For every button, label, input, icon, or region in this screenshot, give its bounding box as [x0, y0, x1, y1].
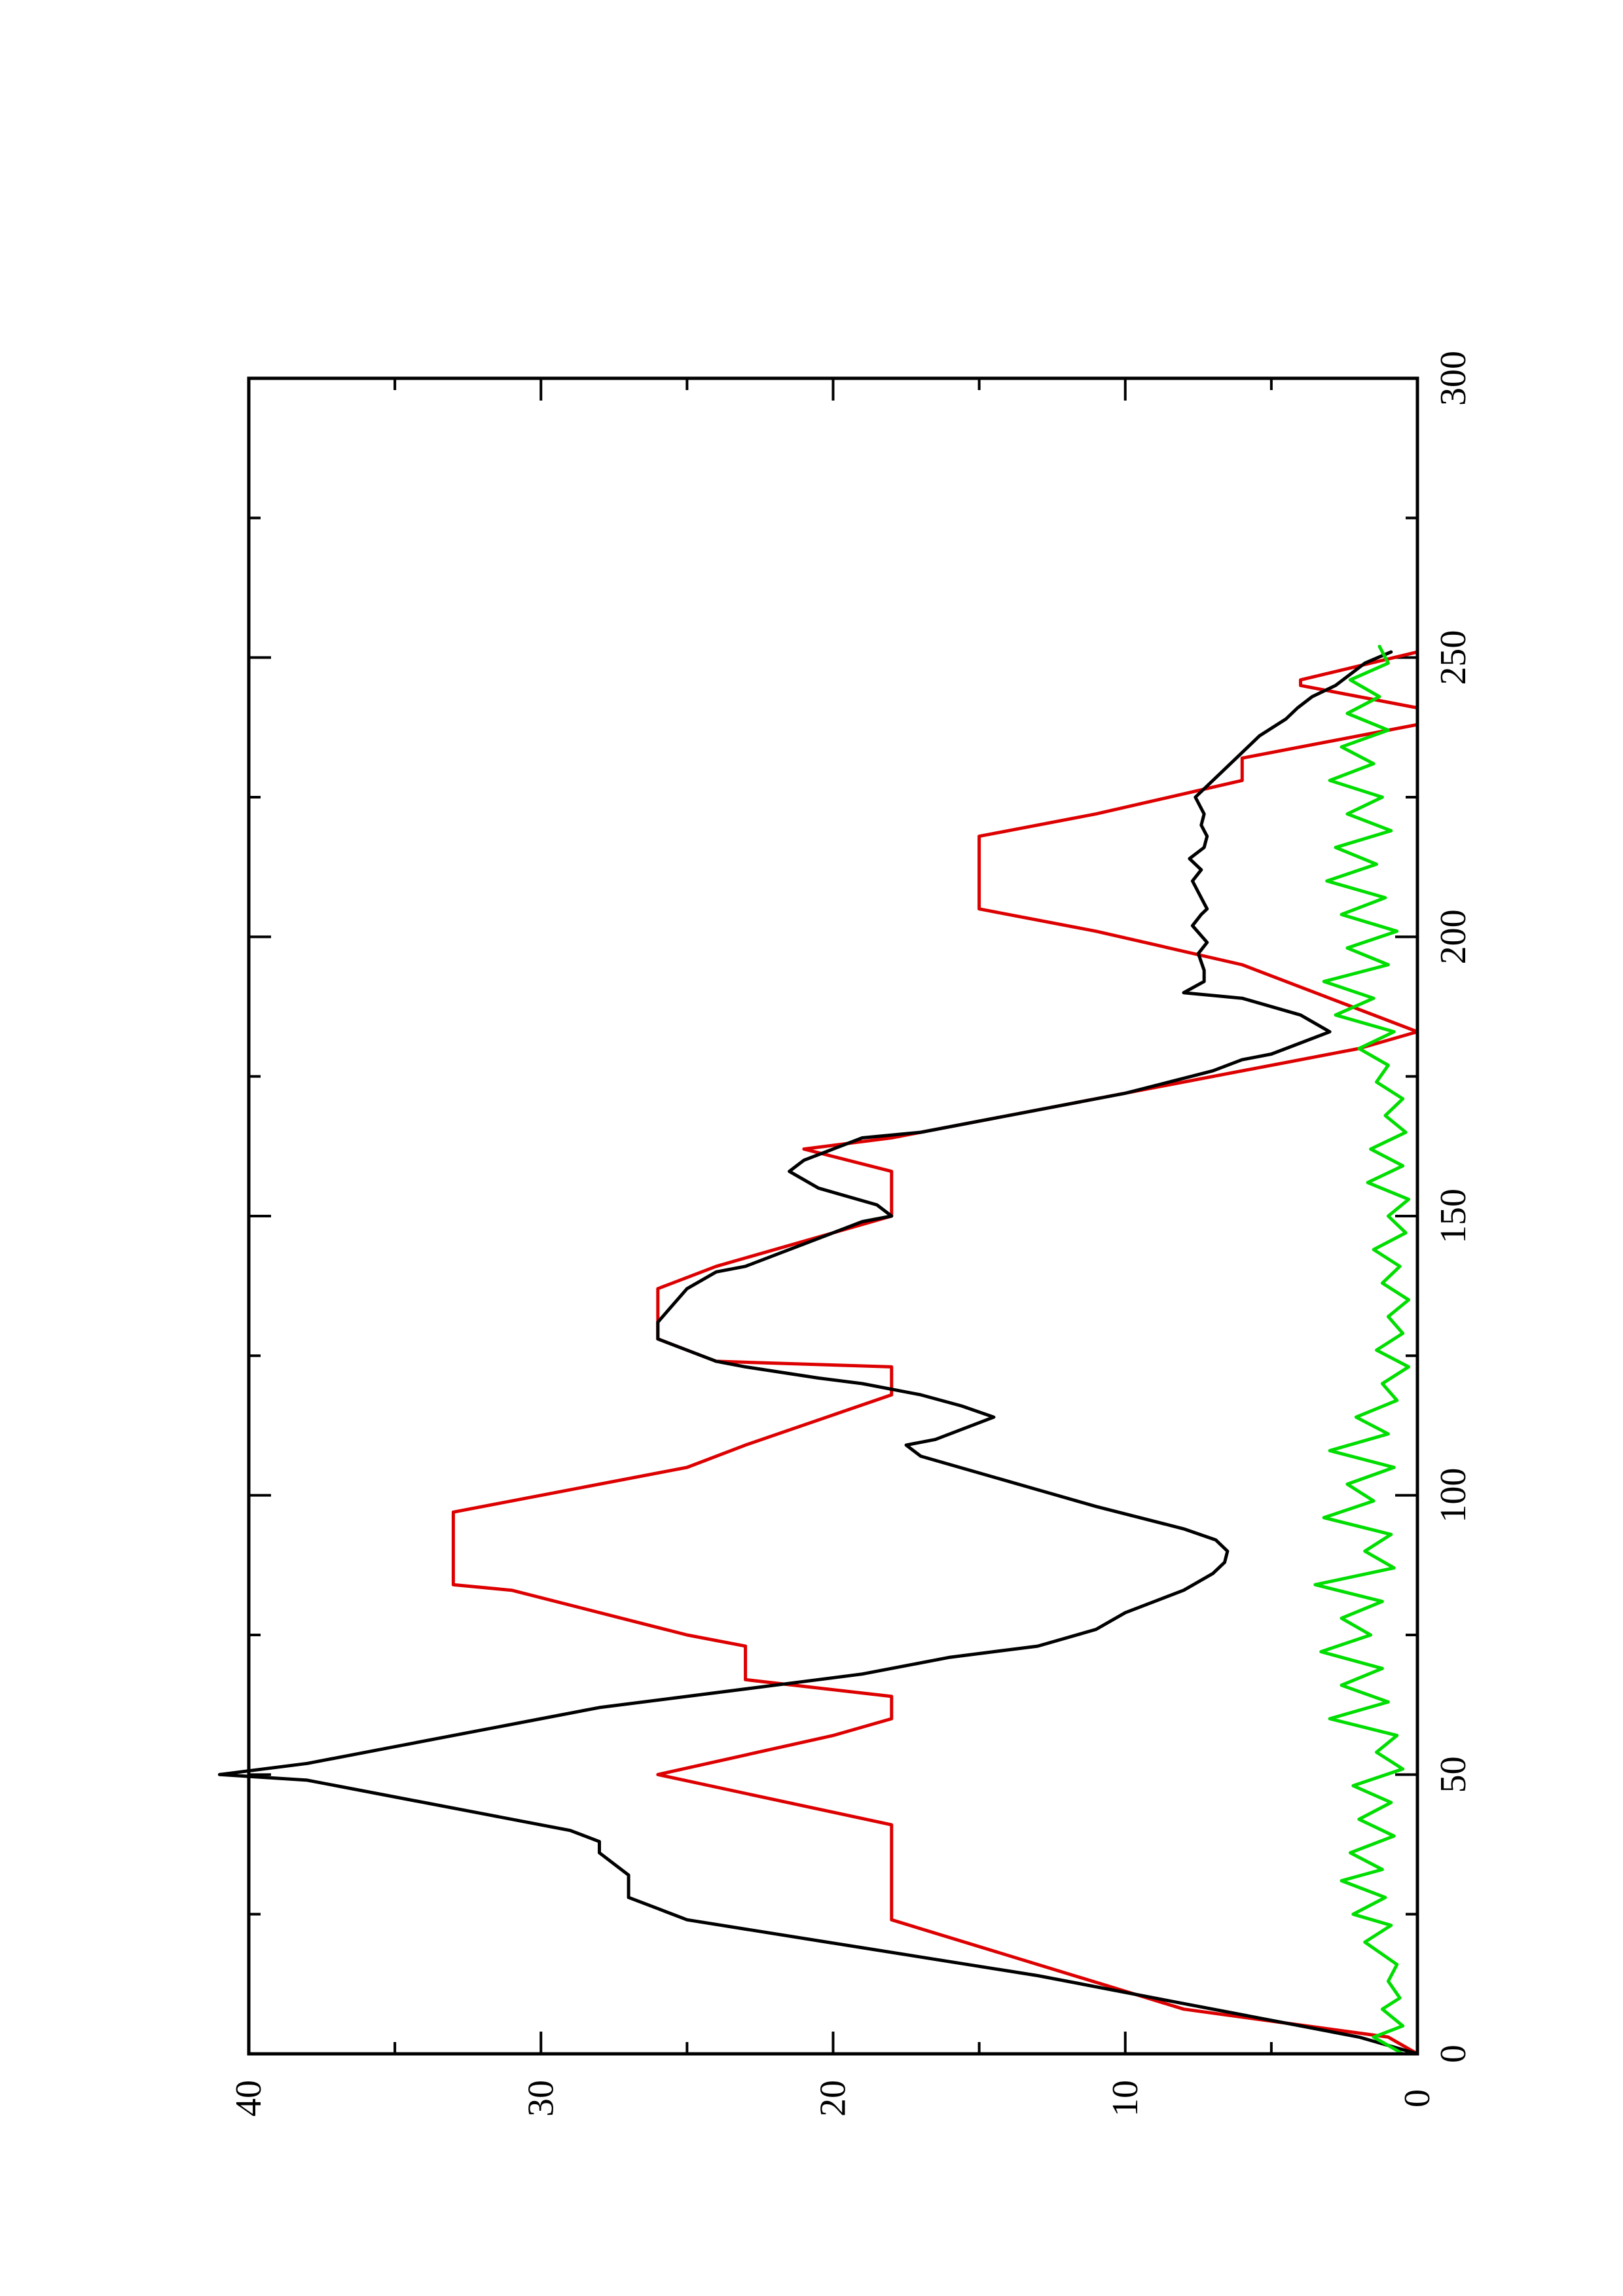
x-tick-label: 200	[1433, 909, 1474, 964]
x-tick-label: 50	[1433, 1756, 1474, 1793]
y-tick-label: 30	[520, 2080, 561, 2117]
plot-frame	[247, 376, 1419, 2056]
y-tick-label: 10	[1105, 2080, 1146, 2117]
x-tick-label: 150	[1433, 1189, 1474, 1244]
series-line-3	[1313, 645, 1411, 2056]
series-layer	[217, 645, 1419, 2056]
x-tick-label: 300	[1433, 351, 1474, 406]
y-tick-label: 20	[813, 2080, 854, 2117]
y-tick-label: 0	[1397, 2089, 1438, 2108]
x-tick-label: 250	[1433, 630, 1474, 685]
x-tick-label: 0	[1433, 2045, 1474, 2063]
y-tick-label: 40	[228, 2080, 269, 2117]
series-line-2	[217, 650, 1419, 2056]
tick-labels: 0 50 100 150 200 250 300 0 10 20 30 40	[228, 351, 1474, 2117]
x-tick-label: 100	[1433, 1468, 1474, 1523]
